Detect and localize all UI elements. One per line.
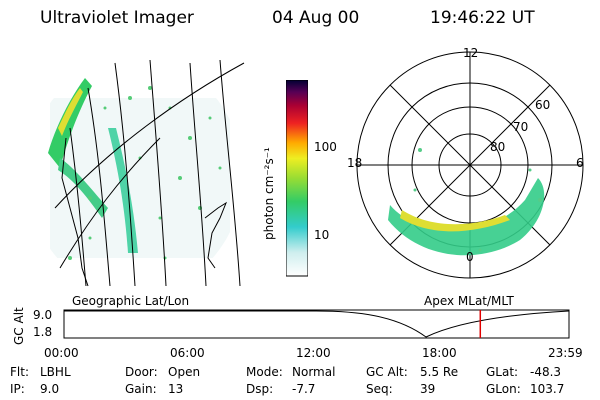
seq-value: 39: [420, 382, 436, 396]
mlt-label-12: 12: [463, 46, 479, 60]
door-value: Open: [168, 365, 201, 379]
timeline-xtick-1200: 12:00: [296, 346, 331, 360]
gain-value: 13: [168, 382, 184, 396]
coastline: [61, 137, 89, 287]
polar-mlt-plot: [356, 51, 584, 279]
mode-value: Normal: [292, 365, 336, 379]
glat-value: -48.3: [530, 365, 562, 379]
mlt-label-6: 6: [576, 156, 584, 170]
glat-label: GLat:: [486, 365, 519, 379]
dsp-value: -7.7: [292, 382, 316, 396]
glon-value: 103.7: [530, 382, 565, 396]
polar-scatter: [413, 148, 542, 252]
timeline-xtick-0000: 00:00: [44, 346, 79, 360]
mlat-label-70: 70: [513, 120, 529, 134]
timeline-ylabel: GC Alt: [12, 307, 26, 345]
aurora-core-left: [58, 88, 83, 136]
ip-label: IP:: [10, 382, 25, 396]
seq-label: Seq:: [366, 382, 393, 396]
geographic-label: Geographic Lat/Lon: [72, 294, 190, 308]
altitude-curve: [64, 310, 570, 338]
door-label: Door:: [125, 365, 158, 379]
gain-label: Gain:: [125, 382, 157, 396]
colorbar-tick-100: 100: [314, 140, 337, 154]
timeline-ytick-top: 9.0: [33, 308, 53, 322]
mode-label: Mode:: [246, 365, 283, 379]
timeline-frame: [63, 309, 570, 339]
aurora-band-left: [48, 78, 92, 168]
apex-label: Apex MLat/MLT: [424, 294, 514, 308]
ip-value: 9.0: [40, 382, 60, 396]
colorbar: [286, 80, 308, 277]
gcalt-value: 5.5 Re: [420, 365, 459, 379]
date-label: 04 Aug 00: [272, 8, 360, 28]
geographic-image-panel: [48, 59, 245, 287]
timeline-xtick-2359: 23:59: [548, 346, 583, 360]
mlt-label-0: 0: [466, 250, 474, 264]
lat-lon-grid: [54, 59, 245, 287]
mlat-label-60: 60: [535, 98, 551, 112]
colorbar-label: photon cm⁻²s⁻¹: [262, 147, 276, 240]
timeline-xtick-1800: 18:00: [422, 346, 457, 360]
aurora-band-lower: [58, 158, 108, 218]
time-label: 19:46:22 UT: [430, 8, 535, 28]
glon-label: GLon:: [486, 382, 521, 396]
scatter-dots: [68, 86, 222, 260]
timeline-xtick-0600: 06:00: [170, 346, 205, 360]
instrument-title: Ultraviolet Imager: [40, 8, 194, 28]
coastline-2: [204, 201, 228, 269]
auroral-oval: [388, 178, 545, 256]
mlat-label-80: 80: [490, 140, 506, 154]
altitude-timeline: [63, 309, 570, 339]
colorbar-tick-10: 10: [314, 228, 330, 242]
auroral-oval-core: [400, 210, 510, 232]
gcalt-label: GC Alt:: [366, 365, 408, 379]
dsp-label: Dsp:: [246, 382, 274, 396]
flt-value: LBHL: [40, 365, 71, 379]
mlt-label-18: 18: [347, 156, 363, 170]
flt-label: Flt:: [10, 365, 29, 379]
timeline-ytick-bottom: 1.8: [33, 325, 53, 339]
